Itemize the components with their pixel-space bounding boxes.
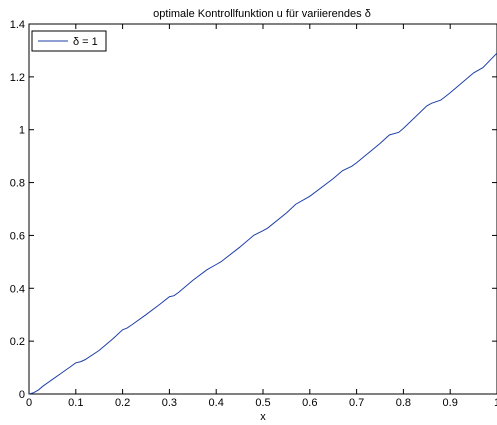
x-tick-label: 0.7 — [349, 397, 364, 409]
y-tick-label: 0.2 — [10, 336, 25, 348]
y-tick-label: 0.8 — [10, 178, 25, 190]
x-tick-label: 1 — [494, 397, 497, 409]
x-tick-label: 0.5 — [255, 397, 270, 409]
x-tick-label: 0.9 — [443, 397, 458, 409]
legend-box — [31, 30, 107, 52]
y-tick-label: 1 — [19, 125, 25, 137]
x-tick-label: 0.8 — [396, 397, 411, 409]
legend: δ = 1 — [31, 30, 107, 52]
x-axis-label: x — [260, 411, 266, 423]
x-tick-label: 0.2 — [115, 397, 130, 409]
x-tick-label: 0.1 — [68, 397, 83, 409]
y-tick-label: 1.2 — [10, 72, 25, 84]
axes-box — [28, 23, 497, 395]
y-tick-label: 0 — [19, 389, 25, 401]
ticks-layer: 0 0.1 0.2 0.3 0.4 0.5 0.6 0.7 0.8 0.9 1 0 0.2 0.4 0.6 0… — [10, 19, 497, 409]
series-line — [28, 52, 497, 395]
legend-label: δ = 1 — [73, 36, 98, 48]
x-tick-label: 0.4 — [209, 397, 224, 409]
y-tick-label: 0.4 — [10, 283, 25, 295]
x-tick-label: 0.3 — [162, 397, 177, 409]
series-layer — [28, 52, 497, 395]
x-tick-label: 0.6 — [302, 397, 317, 409]
plot-area — [28, 23, 497, 395]
x-tick-label: 0 — [26, 397, 32, 409]
y-tick-label: 0.6 — [10, 230, 25, 242]
y-tick-label: 1.4 — [10, 19, 25, 31]
chart-title: optimale Kontrollfunktion u für variiere… — [153, 8, 371, 20]
